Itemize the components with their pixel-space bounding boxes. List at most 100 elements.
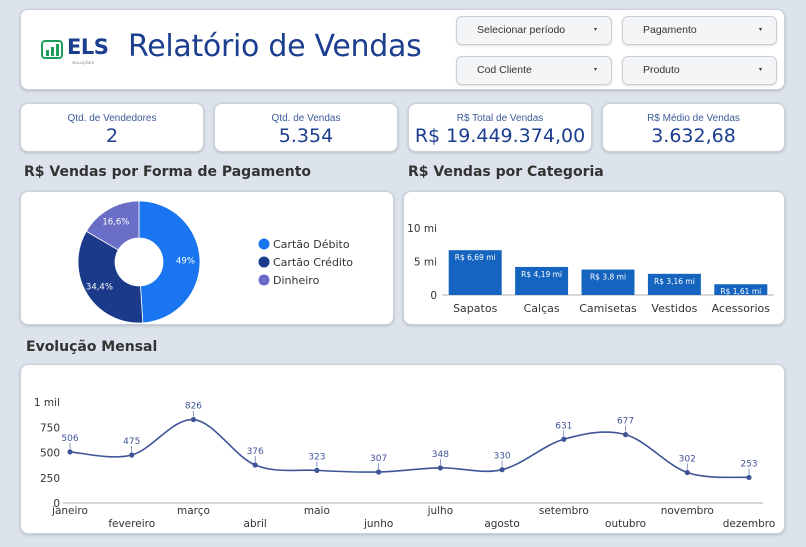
donut-slice bbox=[85, 200, 140, 251]
donut-slice-label: 16,6% bbox=[102, 218, 129, 228]
data-point bbox=[314, 467, 320, 473]
category-section-title: R$ Vendas por Categoria bbox=[408, 164, 604, 180]
y-tick-label: 0 bbox=[53, 498, 60, 510]
donut-slice-label: 34,4% bbox=[86, 282, 113, 292]
bar-data-label: R$ 3,8 mi bbox=[590, 273, 626, 282]
category-bar bbox=[647, 273, 701, 295]
data-label: 348 bbox=[432, 450, 449, 460]
kpi-label: R$ Total de Vendas bbox=[456, 113, 544, 124]
category-bar bbox=[714, 284, 768, 295]
caret-down-icon: ▾ bbox=[758, 27, 762, 33]
data-point bbox=[746, 474, 752, 481]
data-point bbox=[437, 465, 443, 471]
monthly-line-card: 0 250 500 750 1 mil 506 janeiro 475 fevereiro 826… bbox=[20, 364, 785, 534]
data-point bbox=[190, 416, 197, 423]
bar-data-label: R$ 1,61 mi bbox=[720, 287, 761, 296]
category-bar-card: 0 5 mi 10 mi R$ 6,69 mi Sapatos R$ 4,19 mi Cal… bbox=[403, 191, 785, 325]
x-tick-label: julho bbox=[427, 505, 454, 517]
client-filter[interactable]: Cod Cliente ▾ bbox=[456, 56, 612, 85]
data-label: 323 bbox=[308, 452, 325, 462]
data-label: 506 bbox=[61, 434, 78, 444]
kpi-average-sales: R$ Médio de Vendas 3.632,68 bbox=[602, 103, 785, 152]
bar-data-label: R$ 3,16 mi bbox=[654, 277, 695, 286]
kpi-value: R$ 19.449.374,00 bbox=[414, 125, 586, 147]
data-label: 826 bbox=[185, 402, 202, 412]
kpi-sales-count: Qtd. de Vendas 5.354 bbox=[214, 103, 398, 152]
category-bar bbox=[581, 269, 635, 295]
data-label: 302 bbox=[679, 454, 696, 464]
product-filter-label: Produto bbox=[643, 64, 680, 76]
category-bar bbox=[448, 250, 502, 295]
category-bar-chart: 0 5 mi 10 mi R$ 6,69 mi Sapatos R$ 4,19 mi Cal… bbox=[407, 223, 774, 315]
logo: ELS SOLUÇÕES bbox=[41, 35, 121, 75]
x-tick-label: outubro bbox=[605, 518, 646, 530]
y-tick-label: 500 bbox=[40, 448, 60, 460]
monthly-section-title: Evolução Mensal bbox=[26, 339, 158, 355]
legend-marker bbox=[258, 238, 270, 250]
page-title: Relatório de Vendas bbox=[128, 29, 422, 64]
logo-subtitle: SOLUÇÕES bbox=[72, 60, 95, 65]
kpi-label: R$ Médio de Vendas bbox=[647, 113, 740, 124]
x-tick-label: dezembro bbox=[723, 518, 776, 530]
header-panel: ELS SOLUÇÕES Relatório de Vendas Selecio… bbox=[20, 9, 785, 90]
x-tick-label: março bbox=[177, 505, 210, 517]
payment-donut-card: 49% 34,4% 16,6% Cartão Débito Cartão Crédito… bbox=[20, 191, 394, 325]
y-tick-label: 1 mil bbox=[34, 397, 60, 409]
client-filter-label: Cod Cliente bbox=[477, 64, 532, 76]
data-point bbox=[67, 449, 73, 455]
donut-slice bbox=[77, 230, 144, 324]
data-label: 330 bbox=[493, 452, 510, 462]
caret-down-icon: ▾ bbox=[593, 27, 597, 33]
category-bar bbox=[515, 266, 569, 295]
legend-marker bbox=[258, 274, 270, 286]
data-label: 307 bbox=[370, 454, 387, 464]
monthly-line-chart: 0 250 500 750 1 mil 506 janeiro 475 fevereiro 826… bbox=[34, 397, 776, 530]
x-tick-label: Calças bbox=[524, 302, 560, 315]
payment-section-title: R$ Vendas por Forma de Pagamento bbox=[24, 164, 311, 180]
data-point bbox=[684, 469, 690, 476]
logo-name: ELS bbox=[67, 35, 109, 59]
period-filter-label: Selecionar período bbox=[477, 24, 566, 36]
data-label: 376 bbox=[247, 447, 264, 457]
y-tick-label: 250 bbox=[40, 473, 60, 485]
x-tick-label: abril bbox=[244, 518, 267, 530]
data-point bbox=[561, 436, 567, 442]
x-tick-label: junho bbox=[363, 518, 393, 530]
x-tick-label: Vestidos bbox=[651, 302, 697, 315]
kpi-value: 3.632,68 bbox=[651, 125, 736, 147]
legend-marker bbox=[258, 256, 270, 268]
x-tick-label: maio bbox=[304, 505, 330, 517]
y-tick-label: 0 bbox=[430, 290, 437, 302]
y-tick-label: 10 mi bbox=[407, 223, 437, 235]
monthly-series-line bbox=[69, 418, 750, 479]
x-tick-label: novembro bbox=[661, 505, 714, 517]
legend-label: Dinheiro bbox=[273, 274, 320, 287]
bar-data-label: R$ 6,69 mi bbox=[455, 253, 496, 262]
data-label: 631 bbox=[555, 421, 572, 431]
payment-filter[interactable]: Pagamento ▾ bbox=[622, 16, 777, 45]
data-point bbox=[499, 467, 505, 473]
x-tick-label: agosto bbox=[484, 518, 520, 530]
data-point bbox=[376, 469, 382, 475]
kpi-sellers: Qtd. de Vendedores 2 bbox=[20, 103, 204, 152]
data-label: 475 bbox=[123, 437, 140, 447]
caret-down-icon: ▾ bbox=[758, 67, 762, 73]
x-tick-label: setembro bbox=[539, 505, 589, 517]
x-tick-label: Sapatos bbox=[453, 302, 497, 315]
caret-down-icon: ▾ bbox=[593, 67, 597, 73]
kpi-label: Qtd. de Vendas bbox=[271, 113, 341, 124]
kpi-label: Qtd. de Vendedores bbox=[67, 113, 157, 124]
y-tick-label: 750 bbox=[40, 422, 60, 434]
donut-slice-label: 49% bbox=[176, 257, 195, 267]
y-tick-label: 5 mi bbox=[414, 257, 437, 269]
payment-donut-chart: 49% 34,4% 16,6% Cartão Débito Cartão Crédito… bbox=[77, 200, 353, 324]
period-filter[interactable]: Selecionar período ▾ bbox=[456, 16, 612, 45]
data-label: 677 bbox=[617, 417, 634, 427]
x-tick-label: Acessorios bbox=[712, 302, 771, 315]
bar-data-label: R$ 4,19 mi bbox=[521, 270, 562, 279]
product-filter[interactable]: Produto ▾ bbox=[622, 56, 777, 85]
x-tick-label: fevereiro bbox=[108, 518, 155, 530]
x-tick-label: janeiro bbox=[51, 505, 88, 517]
kpi-total-sales: R$ Total de Vendas R$ 19.449.374,00 bbox=[408, 103, 592, 152]
data-point bbox=[129, 452, 135, 458]
